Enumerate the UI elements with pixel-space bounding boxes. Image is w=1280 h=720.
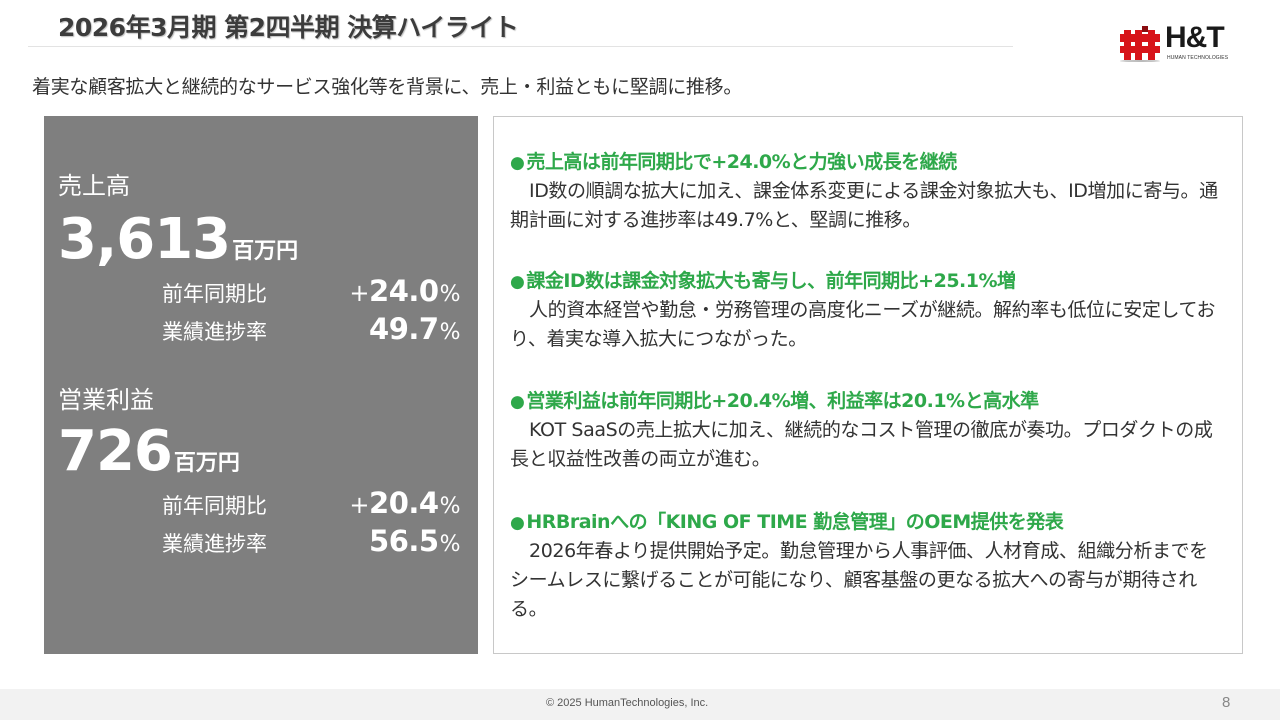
highlights-panel: ● 売上高は前年同期比で+24.0%と力強い成長を継続 ID数の順調な拡大に加え、… xyxy=(493,116,1243,654)
profit-yoy-value: +20.4% xyxy=(349,486,460,520)
highlight-item: ● 営業利益は前年同期比+20.4%増、利益率は20.1%と高水準 KOT Saa… xyxy=(510,387,1230,474)
page-number: 8 xyxy=(1222,694,1231,711)
revenue-yoy-value: +24.0% xyxy=(349,274,460,308)
highlight-item: ● HRBrainへの「KING OF TIME 勤怠管理」のOEM提供を発表 2… xyxy=(510,508,1230,624)
profit-yoy-label: 前年同期比 xyxy=(162,494,267,518)
slide-title: 2026年3月期 第2四半期 決算ハイライト xyxy=(58,13,519,42)
revenue-yoy-label: 前年同期比 xyxy=(162,282,267,306)
company-logo: H&T HUMAN TECHNOLOGIES xyxy=(1118,21,1240,66)
slide-subtitle: 着実な顧客拡大と継続的なサービス強化等を背景に、売上・利益ともに堅調に推移。 xyxy=(32,76,743,98)
bullet-icon: ● xyxy=(510,392,525,412)
highlight-heading: ● 課金ID数は課金対象拡大も寄与し、前年同期比+25.1%増 xyxy=(510,270,1016,292)
title-divider xyxy=(28,46,1013,47)
highlight-heading: ● HRBrainへの「KING OF TIME 勤怠管理」のOEM提供を発表 xyxy=(510,511,1064,533)
bullet-icon: ● xyxy=(510,513,525,533)
profit-yoy-row: 前年同期比 +20.4% xyxy=(162,486,461,524)
revenue-progress-value: 49.7% xyxy=(369,312,460,346)
highlight-item: ● 課金ID数は課金対象拡大も寄与し、前年同期比+25.1%増 人的資本経営や勤怠… xyxy=(510,267,1230,354)
revenue-yoy-row: 前年同期比 +24.0% xyxy=(162,274,461,312)
operating-profit-value: 726百万円 xyxy=(58,424,240,480)
operating-profit-number: 726 xyxy=(58,419,173,484)
highlight-item: ● 売上高は前年同期比で+24.0%と力強い成長を継続 ID数の順調な拡大に加え、… xyxy=(510,148,1230,235)
bullet-icon: ● xyxy=(510,153,525,173)
highlight-heading: ● 営業利益は前年同期比+20.4%増、利益率は20.1%と高水準 xyxy=(510,390,1039,412)
key-metrics-panel: 売上高 3,613百万円 前年同期比 +24.0% 業績進捗率 49.7% 営業… xyxy=(44,116,478,654)
copyright-text: © 2025 HumanTechnologies, Inc. xyxy=(546,697,709,709)
highlight-body: KOT SaaSの売上拡大に加え、継続的なコスト管理の徹底が奏功。プロダクトの成… xyxy=(510,419,1213,470)
profit-progress-row: 業績進捗率 56.5% xyxy=(162,524,461,562)
revenue-unit: 百万円 xyxy=(232,239,299,264)
profit-progress-value: 56.5% xyxy=(369,524,460,558)
logo-wordmark: H&T xyxy=(1165,21,1225,54)
highlight-body: 人的資本経営や勤怠・労務管理の高度化ニーズが継続。解約率も低位に安定しており、着… xyxy=(510,299,1216,350)
highlight-body: ID数の順調な拡大に加え、課金体系変更による課金対象拡大も、ID増加に寄与。通期… xyxy=(510,180,1218,231)
operating-profit-unit: 百万円 xyxy=(173,451,240,476)
highlight-heading: ● 売上高は前年同期比で+24.0%と力強い成長を継続 xyxy=(510,151,957,173)
operating-profit-label: 営業利益 xyxy=(58,386,154,414)
highlight-body: 2026年春より提供開始予定。勤怠管理から人事評価、人材育成、組織分析までをシー… xyxy=(510,540,1208,620)
slide-footer: © 2025 HumanTechnologies, Inc. 8 xyxy=(0,689,1280,720)
profit-progress-label: 業績進捗率 xyxy=(162,532,267,556)
revenue-number: 3,613 xyxy=(58,207,231,272)
bullet-icon: ● xyxy=(510,272,525,292)
revenue-label: 売上高 xyxy=(58,172,130,200)
ht-logo-mark-icon xyxy=(1120,26,1160,62)
revenue-value: 3,613百万円 xyxy=(58,212,298,268)
revenue-progress-label: 業績進捗率 xyxy=(162,320,267,344)
logo-subtext: HUMAN TECHNOLOGIES xyxy=(1167,55,1229,61)
revenue-progress-row: 業績進捗率 49.7% xyxy=(162,312,461,350)
